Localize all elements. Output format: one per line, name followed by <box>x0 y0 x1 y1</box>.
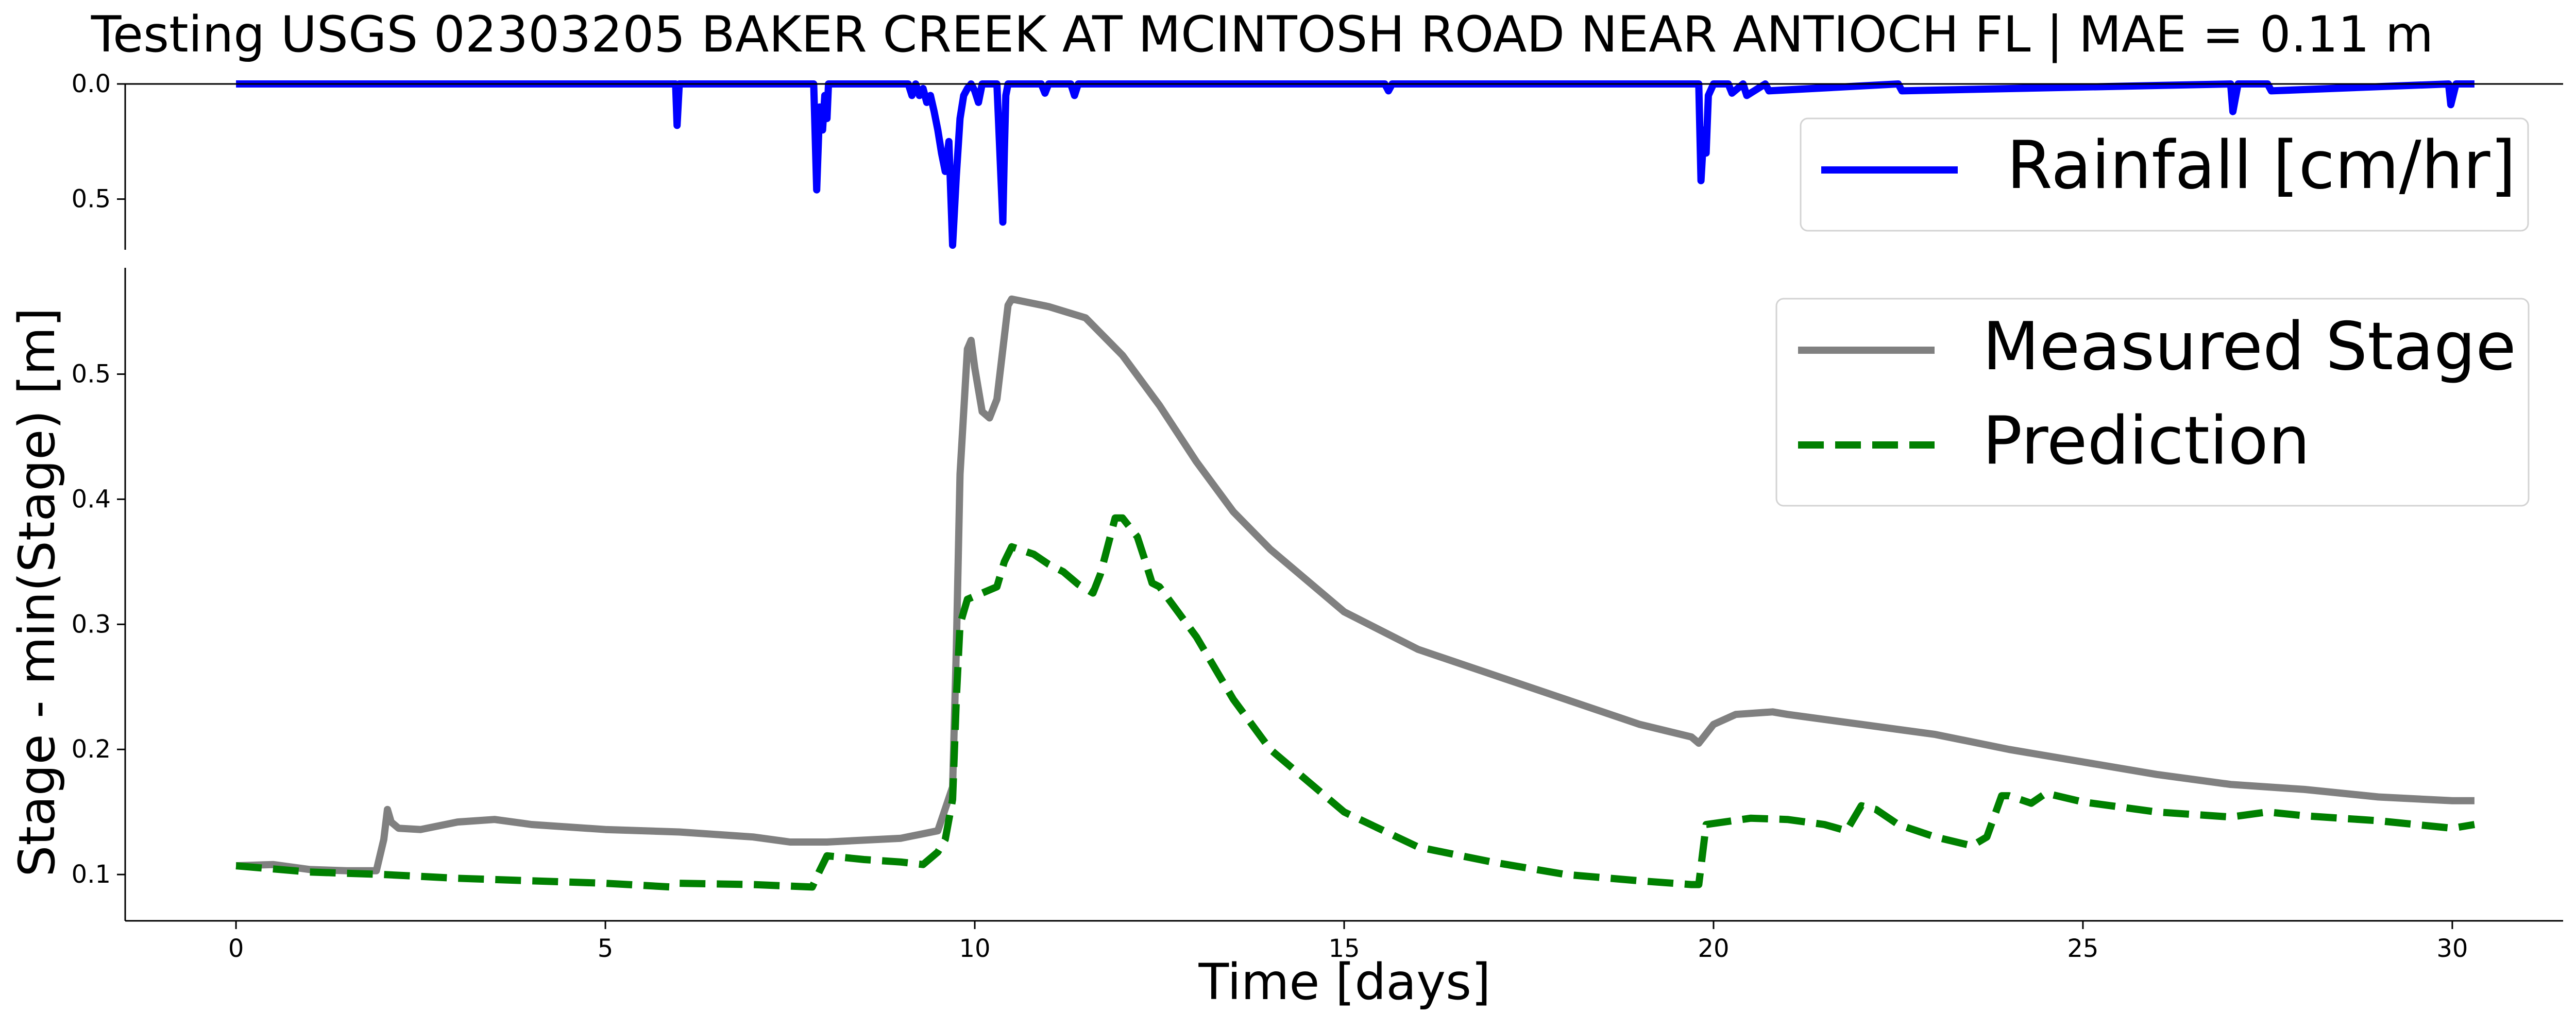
measured-stage-legend-label: Measured Stage <box>1982 308 2516 385</box>
stage-y-ticks: 0.1 0.2 0.3 0.4 0.5 <box>72 359 125 889</box>
measured-stage-series-line <box>235 295 2475 874</box>
rainfall-legend-label: Rainfall [cm/hr] <box>2007 127 2516 204</box>
rainfall-legend: Rainfall [cm/hr] <box>1800 117 2529 232</box>
stage-panel: 0.1 0.2 0.3 0.4 0.5 0 5 10 15 20 25 30 Time [days]… <box>8 268 2563 1011</box>
stage-y-tick-label: 0.4 <box>72 485 111 513</box>
rainfall-y-tick-label: 0.5 <box>72 185 111 214</box>
prediction-series-line <box>235 514 2476 891</box>
x-tick-label: 30 <box>2436 934 2468 963</box>
rainfall-y-tick-label: 0.0 <box>72 70 111 98</box>
x-tick-label: 15 <box>1328 934 1360 963</box>
x-tick-label: 10 <box>959 934 990 963</box>
stage-y-tick-label: 0.1 <box>72 860 111 889</box>
rainfall-y-ticks: 0.0 0.5 <box>72 70 125 214</box>
rainfall-legend-box <box>1800 117 2529 232</box>
x-tick-label: 25 <box>2067 934 2098 963</box>
stage-y-tick-label: 0.2 <box>72 735 111 764</box>
rainfall-panel: 0.0 0.5 Rainfall [cm/hr] <box>72 70 2563 250</box>
x-axis-label: Time [days] <box>1198 953 1491 1011</box>
stage-series-layer <box>235 295 2476 891</box>
x-tick-label: 5 <box>598 934 614 963</box>
x-tick-label: 20 <box>1698 934 1729 963</box>
chart-title: Testing USGS 02303205 BAKER CREEK AT MCI… <box>91 6 2434 64</box>
stage-y-tick-label: 0.3 <box>72 610 111 639</box>
x-tick-label: 0 <box>228 934 244 963</box>
stage-x-ticks: 0 5 10 15 20 25 30 <box>228 921 2468 963</box>
stage-legend: Measured Stage Prediction <box>1775 298 2530 507</box>
stage-y-tick-label: 0.5 <box>72 359 111 388</box>
prediction-legend-label: Prediction <box>1982 403 2310 479</box>
y-axis-label: Stage - min(Stage) [m] <box>8 307 66 877</box>
stage-legend-box <box>1775 298 2530 507</box>
